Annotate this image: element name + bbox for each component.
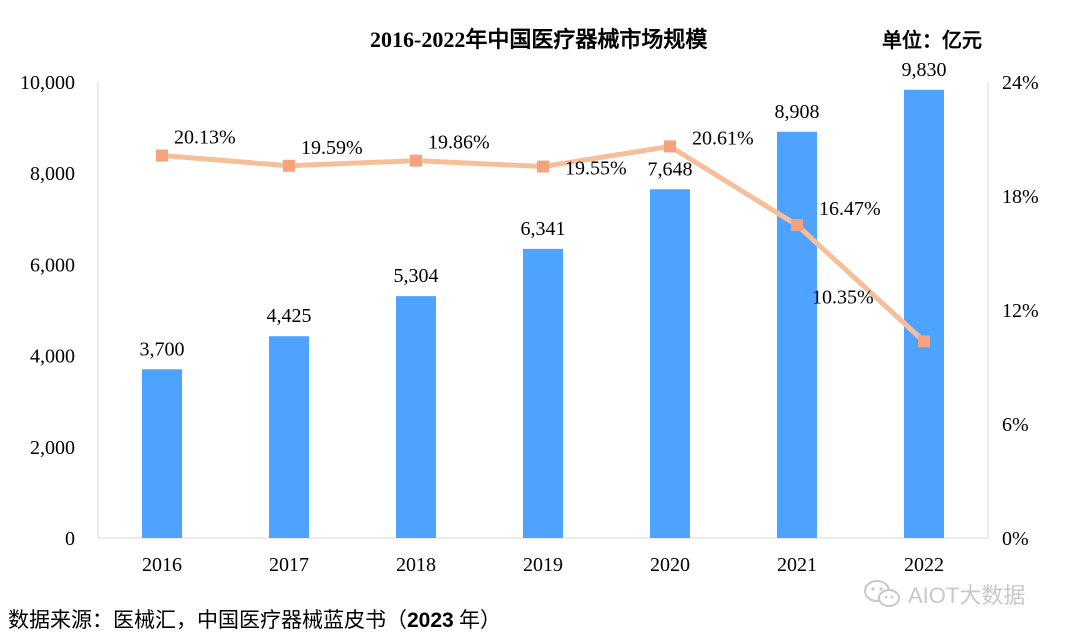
bar-value-label: 8,908	[775, 101, 820, 123]
growth-value-label: 10.35%	[812, 286, 874, 308]
growth-marker	[664, 140, 676, 153]
wechat-icon	[864, 580, 900, 607]
bar-value-label: 6,341	[521, 218, 566, 240]
y-left-tick-label: 4,000	[30, 346, 75, 368]
y-left-tick-label: 6,000	[30, 254, 75, 276]
x-tick-label: 2020	[650, 554, 690, 576]
bar	[269, 336, 309, 538]
bar	[904, 89, 944, 538]
growth-marker	[156, 149, 168, 162]
y-right-tick-label: 0%	[1002, 528, 1029, 550]
x-tick-label: 2021	[777, 554, 817, 576]
bar	[777, 131, 817, 538]
bar-value-label: 7,648	[648, 158, 693, 180]
growth-marker	[537, 160, 549, 173]
bar-value-label: 4,425	[267, 305, 312, 327]
growth-value-label: 19.59%	[301, 137, 363, 159]
y-left-tick-label: 2,000	[30, 437, 75, 459]
x-tick-label: 2017	[269, 554, 309, 576]
y-left-tick-label: 0	[65, 528, 75, 550]
growth-value-label: 19.86%	[428, 132, 490, 154]
x-tick-label: 2018	[396, 554, 436, 576]
growth-value-label: 20.61%	[692, 127, 754, 149]
source-note: 数据来源：医械汇，中国医疗器械蓝皮书（2023 年）	[8, 604, 501, 634]
watermark: AIOT大数据	[862, 578, 1025, 610]
y-left-tick-label: 8,000	[30, 163, 75, 185]
chart-title: 2016-2022年中国医疗器械市场规模	[370, 27, 708, 52]
bar	[523, 248, 563, 538]
bar	[650, 189, 690, 538]
bar-value-label: 3,700	[140, 338, 185, 360]
source-year: 2023	[407, 609, 454, 632]
growth-marker	[283, 159, 295, 172]
bar	[396, 296, 436, 538]
growth-marker	[791, 219, 803, 232]
x-tick-label: 2016	[142, 554, 182, 576]
y-right-tick-label: 18%	[1002, 186, 1039, 208]
y-left-tick-label: 10,000	[20, 72, 75, 94]
bar	[142, 369, 182, 538]
source-suffix: 年）	[453, 608, 501, 632]
growth-value-label: 16.47%	[819, 198, 881, 220]
x-tick-label: 2019	[523, 554, 563, 576]
growth-value-label: 19.55%	[565, 158, 627, 180]
watermark-text: AIOT大数据	[908, 583, 1026, 608]
bar-value-label: 5,304	[394, 265, 439, 287]
growth-value-label: 20.13%	[174, 127, 236, 149]
source-prefix: 数据来源：医械汇，中国医疗器械蓝皮书（	[8, 608, 407, 632]
bar-value-label: 9,830	[902, 59, 947, 81]
y-right-tick-label: 24%	[1002, 72, 1039, 94]
growth-marker	[410, 154, 422, 167]
y-right-tick-label: 12%	[1002, 300, 1039, 322]
x-tick-label: 2022	[904, 554, 944, 576]
growth-marker	[918, 335, 930, 348]
unit-label: 单位：亿元	[882, 30, 982, 52]
y-right-tick-label: 6%	[1002, 414, 1029, 436]
